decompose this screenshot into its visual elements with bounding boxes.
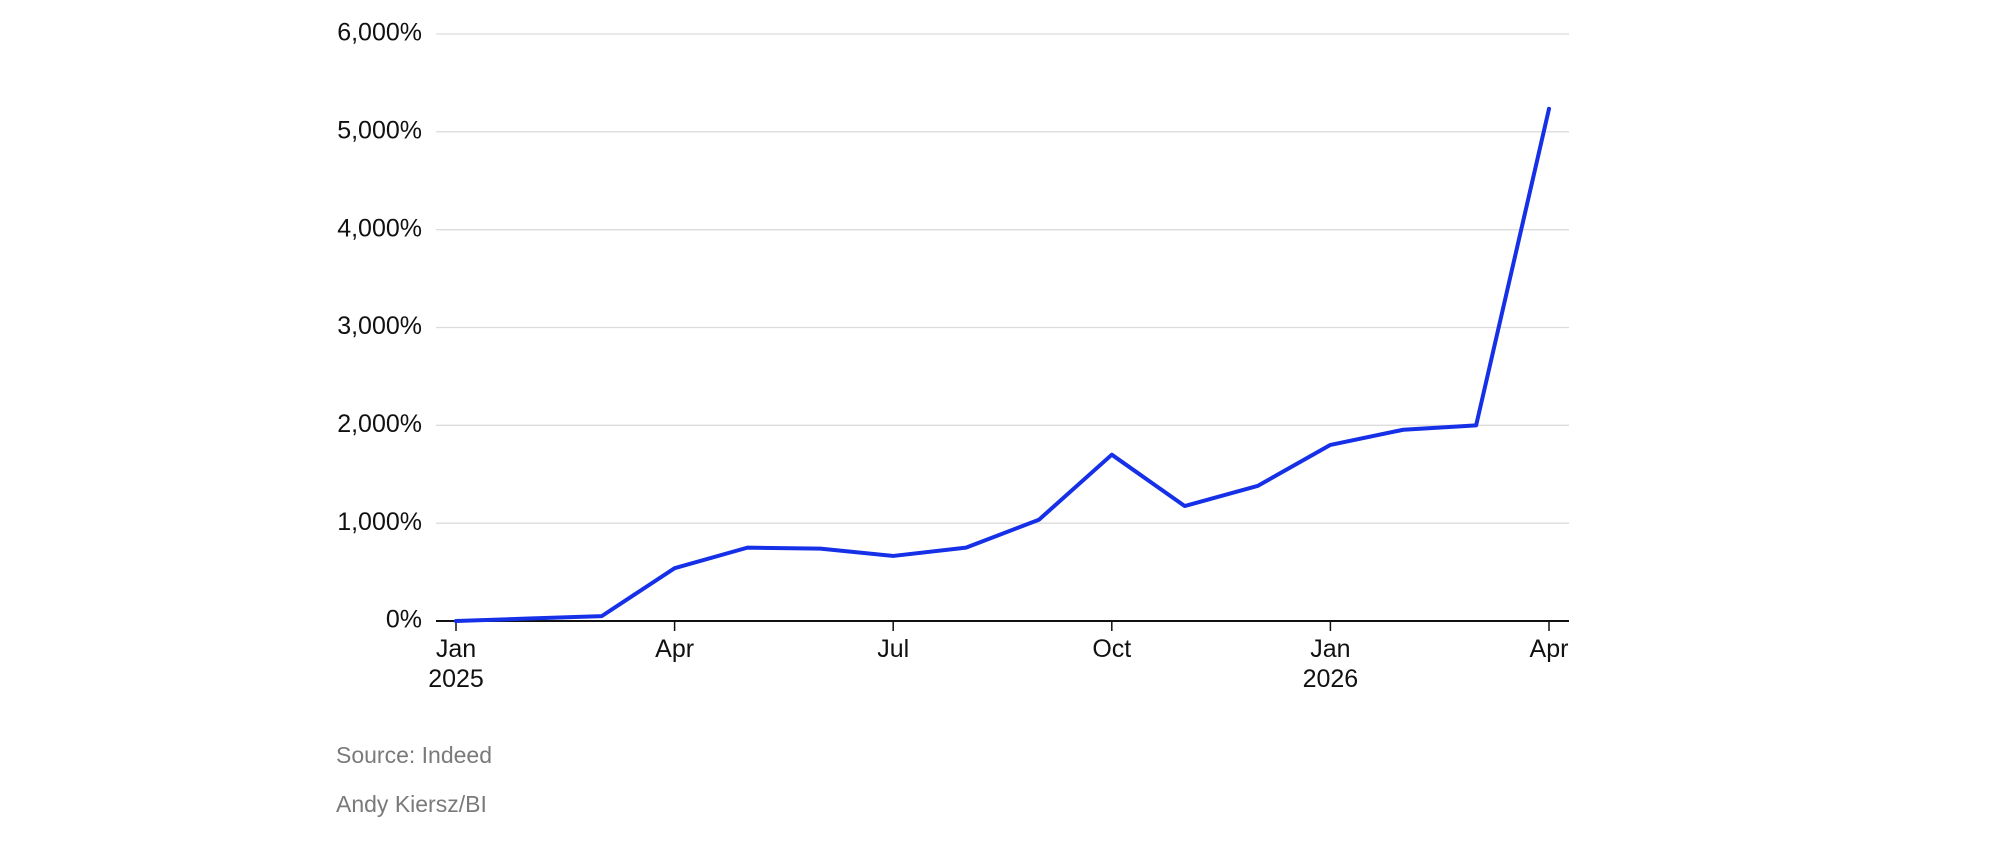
y-tick-label: 1,000%: [337, 508, 422, 536]
x-tick-label: Jan 2026: [1303, 635, 1359, 693]
x-tick-label: Apr: [655, 635, 694, 663]
credit-note: Andy Kiersz/BI: [336, 791, 487, 817]
x-tick-label: Jul: [877, 635, 909, 663]
x-tick-label: Apr: [1530, 635, 1569, 663]
data-line: [454, 106, 1551, 623]
y-tick-label: 0%: [386, 606, 422, 634]
source-note: Source: Indeed: [336, 742, 492, 768]
x-tick-label: Jan 2025: [428, 635, 484, 693]
x-tick-label: Oct: [1092, 635, 1131, 663]
y-tick-label: 4,000%: [337, 214, 422, 242]
y-tick-label: 6,000%: [337, 19, 422, 47]
y-tick-label: 2,000%: [337, 410, 422, 438]
y-tick-label: 5,000%: [337, 116, 422, 144]
y-tick-label: 3,000%: [337, 312, 422, 340]
